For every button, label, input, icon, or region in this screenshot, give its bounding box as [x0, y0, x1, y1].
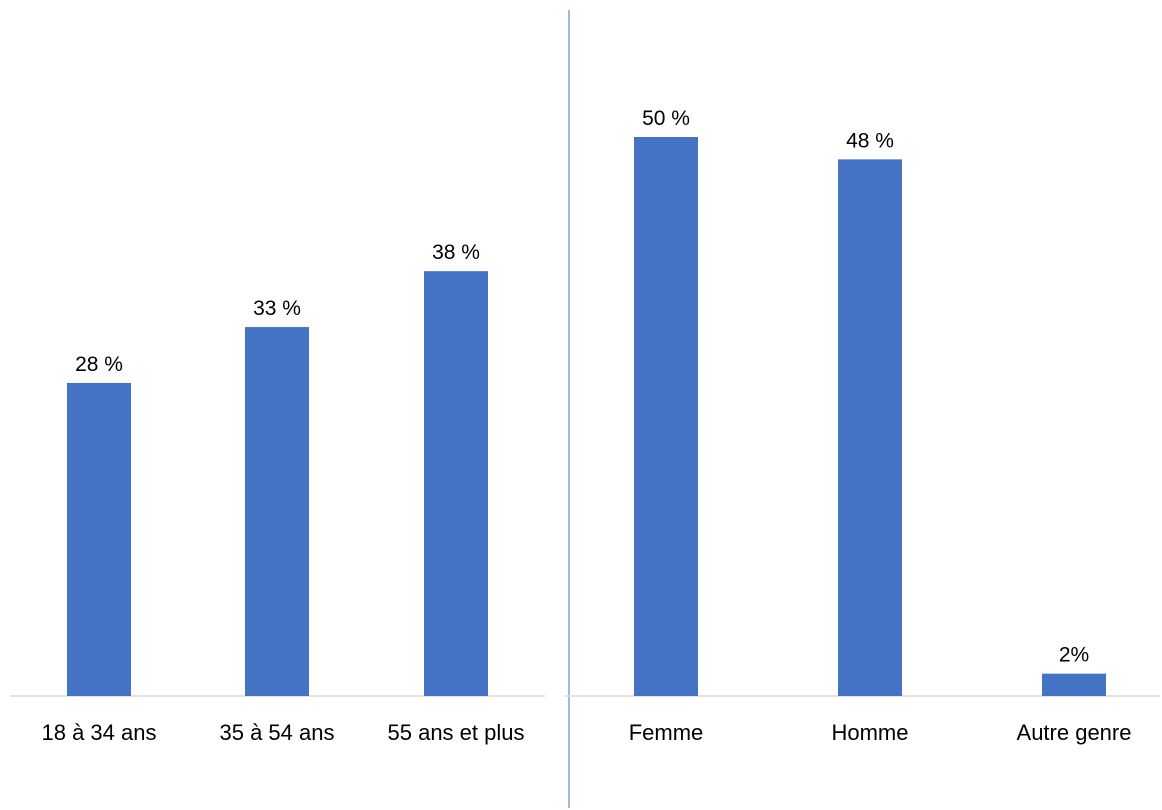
bar-gender-autre-genre	[1042, 673, 1106, 696]
category-label-gender-homme: Homme	[831, 720, 908, 745]
data-label-age-35-a-54-ans: 33 %	[253, 297, 301, 320]
category-label-gender-autre-genre: Autre genre	[1017, 720, 1132, 745]
data-label-gender-femme: 50 %	[642, 107, 690, 130]
data-label-gender-homme: 48 %	[846, 129, 894, 152]
gender-bar-chart: 50 % Femme 48 % Homme 2% Autre genre	[629, 107, 1132, 745]
category-label-age-18-a-34-ans: 18 à 34 ans	[42, 720, 157, 745]
data-label-age-55-ans-et-plus: 38 %	[432, 241, 480, 264]
bar-gender-homme	[838, 159, 902, 697]
data-label-age-18-a-34-ans: 28 %	[75, 353, 123, 376]
category-label-age-55-ans-et-plus: 55 ans et plus	[388, 720, 525, 745]
category-label-age-35-a-54-ans: 35 à 54 ans	[220, 720, 335, 745]
bar-age-55-ans-et-plus	[424, 271, 488, 696]
category-label-gender-femme: Femme	[629, 720, 704, 745]
data-label-gender-autre-genre: 2%	[1059, 644, 1089, 667]
bar-age-35-a-54-ans	[245, 327, 309, 696]
bar-gender-femme	[634, 137, 698, 696]
age-bar-chart: 28 % 18 à 34 ans 33 % 35 à 54 ans 38 % 55 ans…	[42, 241, 525, 745]
bar-age-18-a-34-ans	[67, 382, 131, 696]
